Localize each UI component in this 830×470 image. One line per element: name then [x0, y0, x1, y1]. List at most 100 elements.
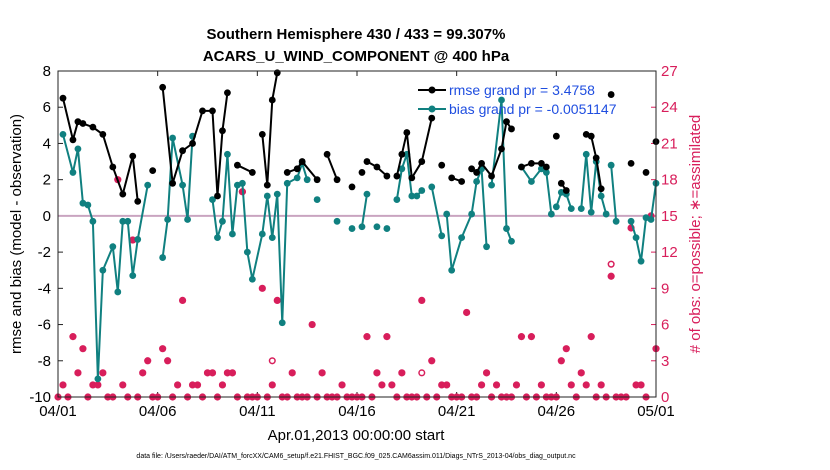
- bias-point: [243, 248, 251, 256]
- obs-assimilated-point: [288, 369, 296, 377]
- bias-point: [612, 217, 620, 225]
- obs-assimilated-point: [378, 381, 386, 389]
- bias-point: [637, 257, 645, 265]
- bias-point: [114, 288, 122, 296]
- bias-point: [224, 150, 231, 158]
- bias-point: [627, 217, 635, 225]
- rmse-point: [478, 159, 485, 167]
- rmse-point: [592, 154, 600, 162]
- rmse-point: [503, 118, 510, 126]
- rmse-point: [293, 165, 301, 173]
- obs-assimilated-point: [223, 369, 232, 377]
- left-axis-ticks: -10 -8 -6 -4 -2 0 2 4 6 8: [29, 63, 63, 406]
- bias-point: [313, 196, 321, 203]
- obs-assimilated-point: [188, 381, 197, 389]
- rmse-point: [458, 178, 466, 185]
- bias-point: [273, 190, 281, 198]
- bias-point: [647, 216, 655, 223]
- bias-point: [219, 217, 226, 225]
- obs-assimilated-point: [119, 381, 127, 389]
- rmse-point: [323, 150, 331, 158]
- rmse-line: [261, 72, 279, 186]
- x-tick-label: 04/16: [338, 403, 376, 420]
- bias-point: [99, 266, 107, 274]
- obs-assimilated-point: [482, 369, 491, 377]
- bias-point: [398, 165, 406, 173]
- x-tick-label: 04/06: [139, 403, 177, 420]
- bias-series: [59, 96, 660, 383]
- legend-bias-marker: [428, 105, 436, 113]
- rmse-point: [79, 120, 87, 127]
- y-tick-label-left: -6: [38, 317, 51, 334]
- rmse-series: [59, 69, 660, 205]
- obs-assimilated-point: [74, 369, 82, 377]
- chart-title: Southern Hemisphere 430 / 433 = 99.307%: [207, 26, 506, 43]
- obs-assimilated-point: [203, 369, 212, 377]
- bias-point: [248, 275, 256, 283]
- rmse-point: [597, 185, 605, 193]
- y-tick-label-right: 3: [661, 353, 669, 370]
- obs-assimilated-point: [512, 381, 521, 389]
- rmse-point: [234, 161, 241, 169]
- obs-assimilated-point: [632, 381, 640, 389]
- y-tick-label-right: 9: [661, 280, 669, 297]
- x-axis-ticks: 04/01 04/06 04/11 04/16 04/21 04/26 05/01: [39, 71, 675, 420]
- rmse-point: [89, 123, 97, 131]
- data-file-footnote: data file: /Users/raeder/DAI/ATM_forcXX/…: [136, 453, 576, 460]
- rmse-point: [129, 152, 137, 160]
- rmse-point: [189, 140, 196, 147]
- bias-point: [229, 230, 236, 238]
- rmse-point: [587, 132, 595, 140]
- right-axis-ticks: 0 3 6 9 12 15 18 21 24 27: [651, 63, 678, 406]
- y-tick-label-left: 6: [43, 99, 51, 116]
- rmse-line: [286, 159, 318, 181]
- bias-point: [348, 225, 356, 232]
- bias-point: [418, 187, 426, 194]
- bias-point: [582, 150, 590, 158]
- bias-point: [74, 145, 82, 153]
- bias-point: [164, 216, 172, 223]
- obs-assimilated-point: [59, 381, 67, 389]
- bias-point: [333, 217, 341, 225]
- obs-possible-point: [607, 260, 615, 268]
- bias-line: [161, 136, 194, 258]
- obs-assimilated-point: [159, 345, 167, 353]
- bias-point: [89, 217, 97, 225]
- obs-assimilated-point: [557, 357, 565, 365]
- obs-assimilated-point: [527, 333, 536, 341]
- y-tick-label-left: 2: [43, 172, 51, 189]
- bias-point: [383, 225, 391, 232]
- x-tick-label: 04/21: [438, 403, 476, 420]
- rmse-point: [119, 190, 127, 198]
- bias-point: [413, 192, 421, 200]
- chart-subtitle: ACARS_U_WIND_COMPONENT @ 400 hPa: [203, 48, 510, 65]
- rmse-point: [109, 163, 117, 171]
- obs-assimilated-point: [228, 369, 237, 377]
- bias-point: [542, 169, 550, 176]
- bias-point: [438, 232, 446, 240]
- obs-assimilated-point: [582, 381, 590, 389]
- obs-assimilated-point: [443, 381, 451, 389]
- bias-point: [428, 183, 436, 191]
- y-tick-label-left: 4: [43, 135, 51, 152]
- bias-point: [498, 96, 505, 104]
- obs-assimilated-point: [208, 369, 217, 377]
- rmse-line: [326, 153, 338, 181]
- bias-point: [373, 223, 381, 231]
- obs-assimilated-point: [388, 381, 396, 389]
- rmse-point: [542, 163, 550, 171]
- bias-point: [84, 201, 92, 209]
- obs-assimilated-point: [537, 381, 545, 389]
- rmse-point: [298, 158, 306, 165]
- x-tick-label: 04/01: [39, 403, 77, 420]
- bias-point: [468, 210, 476, 218]
- rmse-point: [69, 136, 77, 144]
- bias-point: [134, 236, 142, 243]
- bias-point: [238, 179, 246, 187]
- x-tick-label: 04/11: [239, 403, 275, 420]
- obs-assimilated-point: [79, 345, 87, 353]
- bias-point: [503, 225, 510, 232]
- rmse-point: [642, 169, 650, 176]
- bias-point: [169, 134, 177, 142]
- obs-assimilated-point: [318, 369, 326, 377]
